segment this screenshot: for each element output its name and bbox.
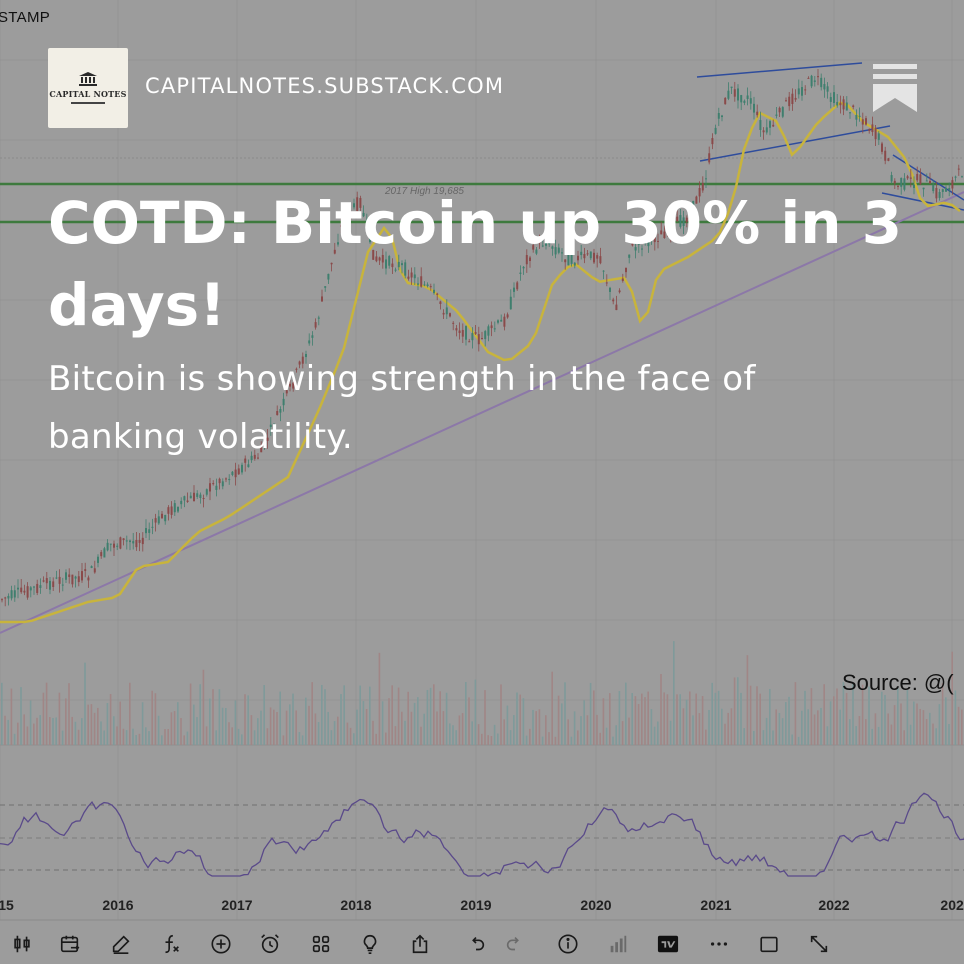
volume-bars	[1, 641, 963, 745]
year-label: 2022	[818, 897, 850, 913]
year-label: 2018	[340, 897, 372, 913]
long-term-trend-line	[0, 191, 964, 634]
plus-circle-icon[interactable]	[206, 928, 236, 960]
square-icon[interactable]	[754, 928, 784, 960]
chart-exchange-label: STAMP	[0, 9, 51, 26]
bookmark-icon[interactable]	[873, 64, 917, 112]
channel-line-bottom	[699, 125, 891, 162]
pen-icon[interactable]	[106, 928, 136, 960]
expand-icon[interactable]	[804, 928, 834, 960]
logo-text: CAPITAL NOTES	[49, 89, 127, 99]
candles-icon[interactable]	[7, 928, 37, 960]
redo-icon[interactable]	[500, 928, 530, 960]
chart-gridlines	[0, 0, 964, 920]
rsi-line	[0, 792, 964, 877]
publication-domain[interactable]: CAPITALNOTES.SUBSTACK.COM	[145, 74, 505, 98]
more-icon[interactable]	[704, 928, 734, 960]
publication-logo[interactable]: CAPITAL NOTES	[48, 48, 128, 128]
year-label: 2022	[940, 897, 964, 913]
channel-line-top	[696, 62, 863, 78]
year-label: 2016	[102, 897, 134, 913]
calendar-icon[interactable]	[55, 928, 85, 960]
grid-icon[interactable]	[306, 928, 336, 960]
fx-icon[interactable]	[156, 928, 186, 960]
chart-toolbar	[0, 928, 964, 964]
share-icon[interactable]	[405, 928, 435, 960]
year-label: 2021	[700, 897, 732, 913]
chart-source-label: Source: @(	[842, 670, 954, 695]
price-candles	[1, 69, 963, 607]
moving-average-line	[0, 101, 961, 624]
year-label: 2017	[221, 897, 253, 913]
undo-icon[interactable]	[461, 928, 491, 960]
post-title: COTD: Bitcoin up 30% in 3 days!	[48, 189, 903, 339]
chart-watermark: 2017 High 19,685	[385, 186, 464, 197]
info-icon[interactable]	[553, 928, 583, 960]
year-label: 2019	[460, 897, 492, 913]
year-label: 2020	[580, 897, 612, 913]
building-icon	[79, 72, 97, 86]
chart-x-axis: 15 2016 2017 2018 2019 2020 2021 2022 20…	[0, 897, 964, 915]
alarm-icon[interactable]	[255, 928, 285, 960]
bulb-icon[interactable]	[355, 928, 385, 960]
tradingview-icon[interactable]	[653, 928, 683, 960]
bar-chart-icon[interactable]	[603, 928, 633, 960]
year-label: 15	[0, 897, 14, 913]
logo-divider	[71, 102, 105, 104]
post-subtitle: Bitcoin is showing strength in the face …	[48, 359, 756, 457]
